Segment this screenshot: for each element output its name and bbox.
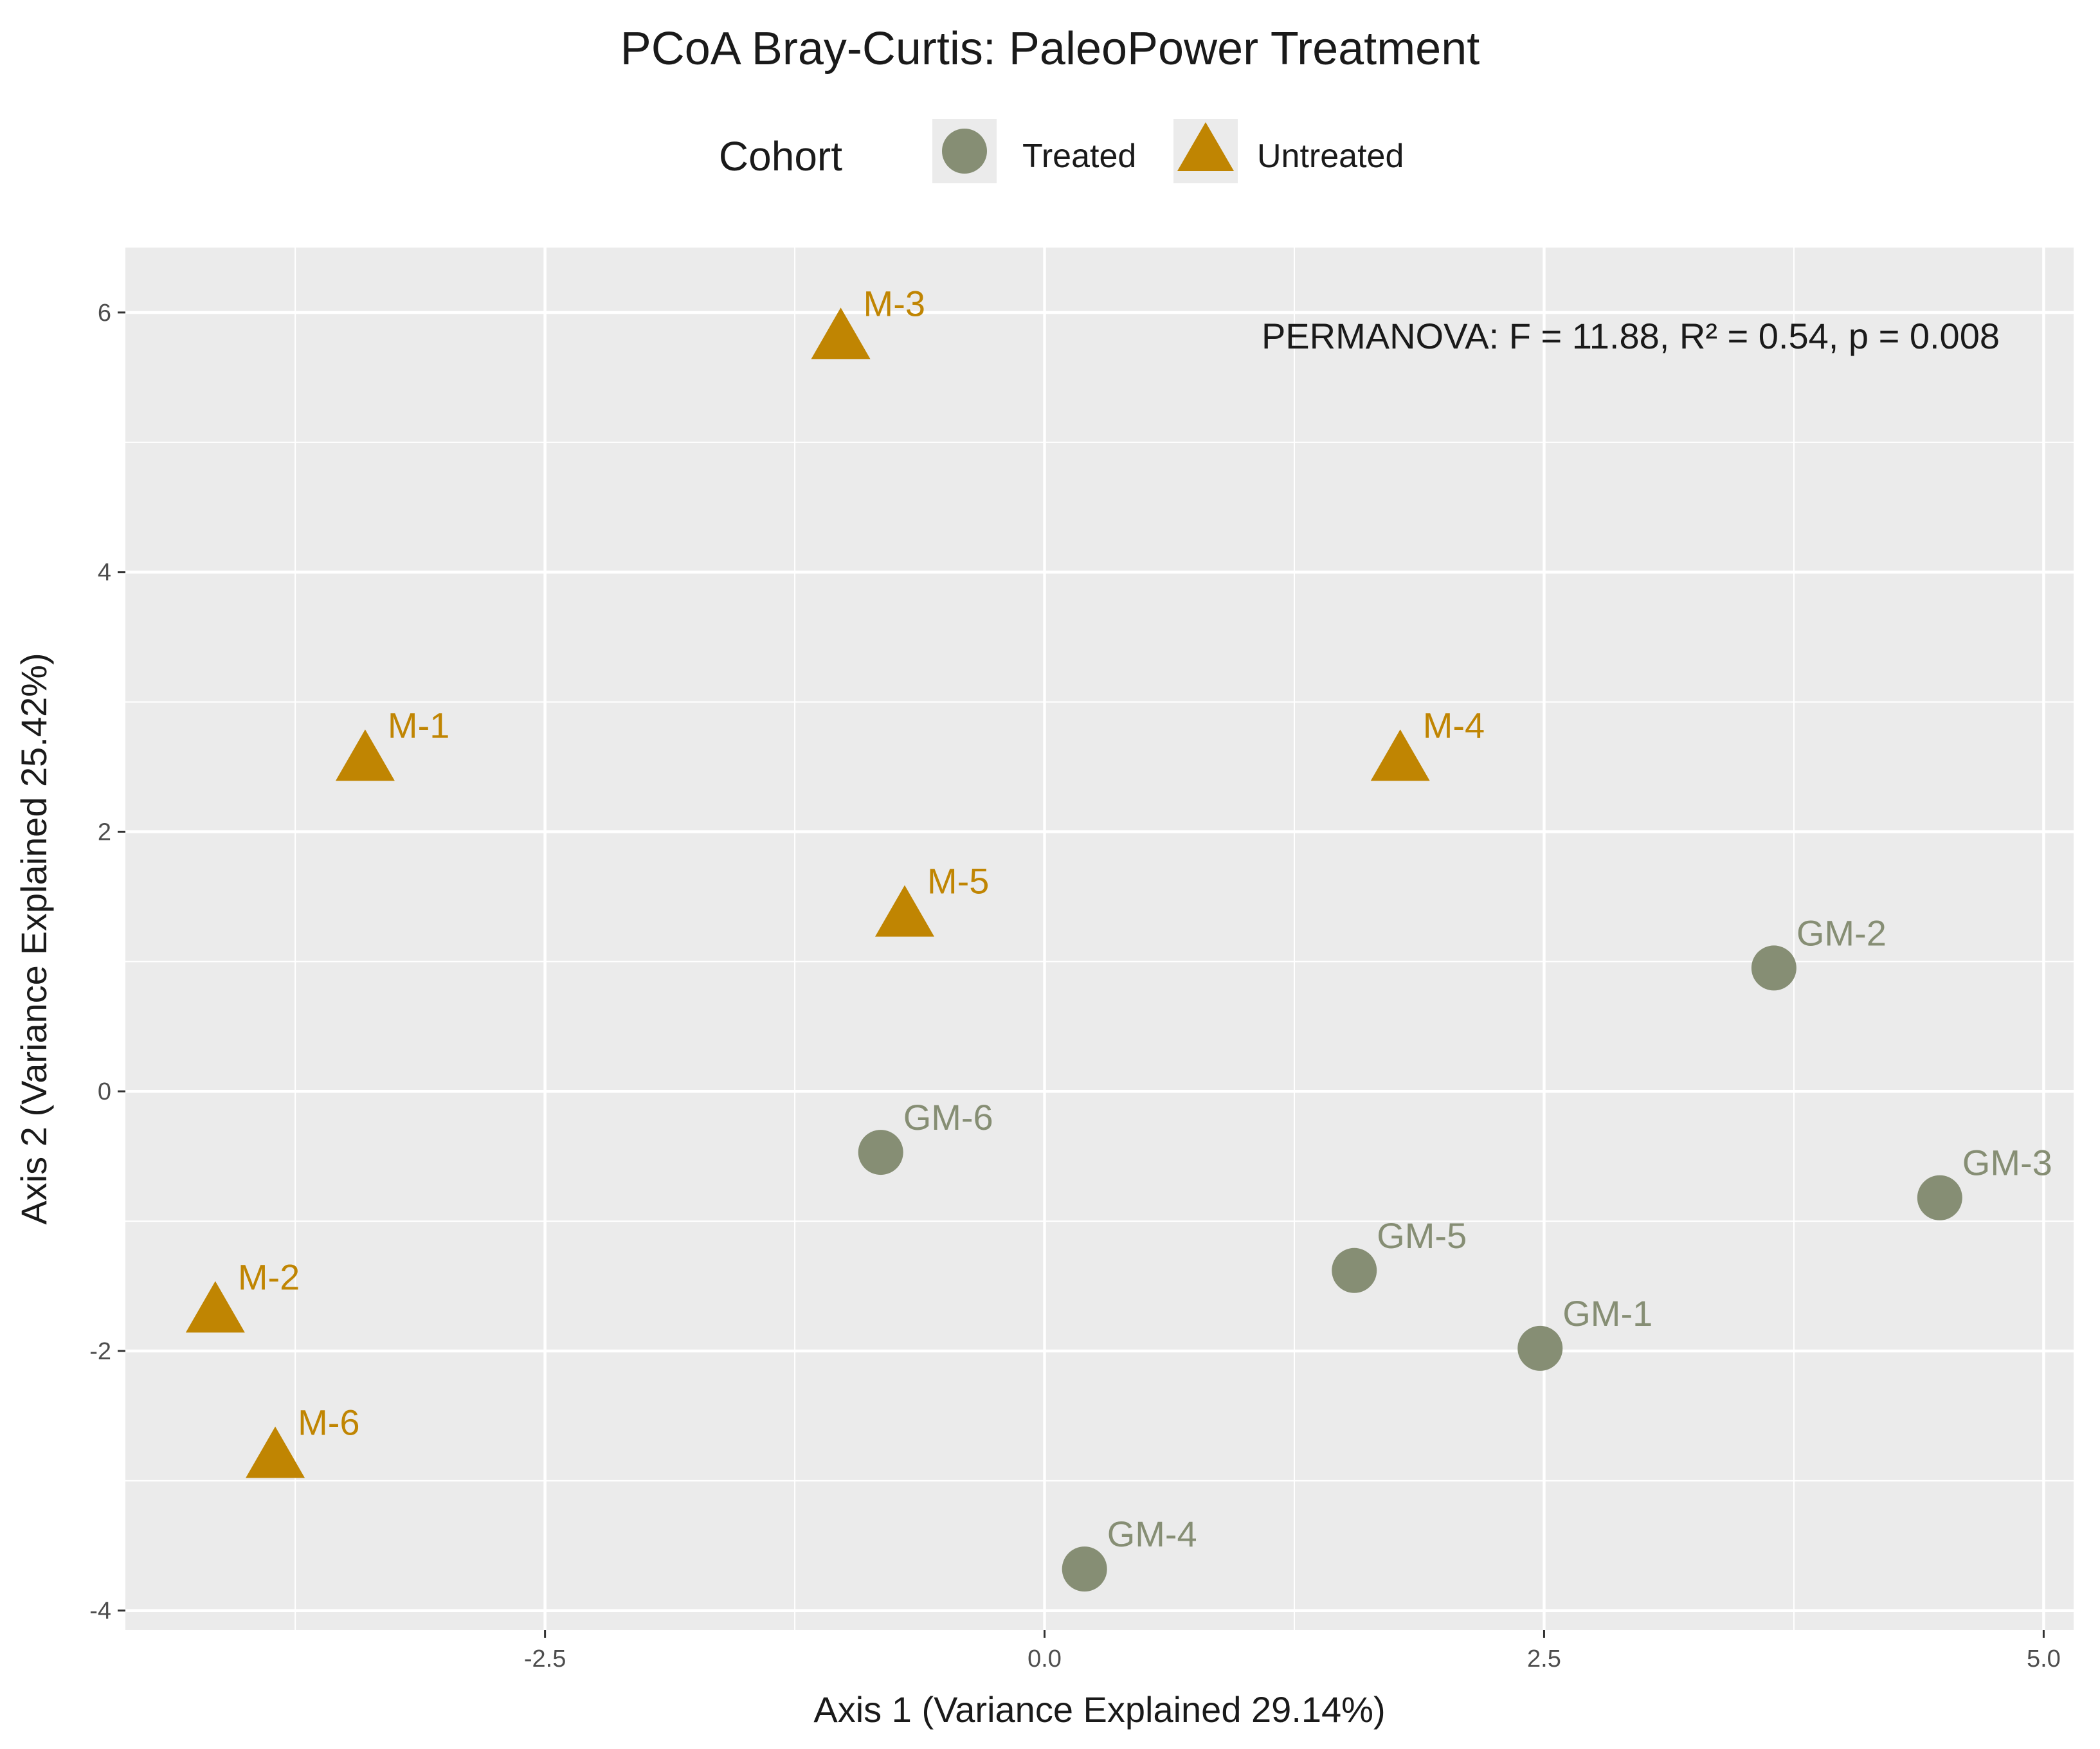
y-tick-label: -4 <box>89 1598 111 1625</box>
chart-title: PCoA Bray-Curtis: PaleoPower Treatment <box>620 23 1480 75</box>
point-label-gm-3: GM-3 <box>1962 1143 2052 1183</box>
point-label-gm-2: GM-2 <box>1797 912 1887 953</box>
point-label-m-6: M-6 <box>298 1402 359 1443</box>
point-gm-3 <box>1917 1175 1962 1220</box>
x-tick-label: 0.0 <box>1027 1645 1062 1672</box>
point-label-gm-1: GM-1 <box>1562 1293 1652 1334</box>
data-points: GM-1 GM-2 GM-3 GM-4 GM-5 GM-6 M-1 M-2 M-3 M-4 M-5 M… <box>185 283 2052 1592</box>
x-axis-label: Axis 1 (Variance Explained 29.14%) <box>813 1689 1385 1730</box>
x-tick-label: -2.5 <box>524 1645 566 1672</box>
y-axis-label: Axis 2 (Variance Explained 25.42%) <box>14 653 54 1224</box>
point-gm-4 <box>1062 1546 1107 1592</box>
point-m-6 <box>246 1426 305 1478</box>
y-tick-label: -2 <box>89 1338 111 1365</box>
legend-title: Cohort <box>719 133 842 179</box>
legend-key-untreated <box>1177 122 1234 171</box>
grid-lines <box>125 248 2074 1630</box>
permanova-annotation: PERMANOVA: F = 11.88, R² = 0.54, p = 0.0… <box>1262 316 2000 356</box>
point-m-4 <box>1370 729 1430 781</box>
point-gm-1 <box>1517 1325 1563 1371</box>
legend-label-treated: Treated <box>1022 138 1136 175</box>
point-label-m-3: M-3 <box>864 283 925 323</box>
y-tick-label: 4 <box>98 559 111 586</box>
point-label-gm-5: GM-5 <box>1377 1215 1467 1256</box>
point-label-gm-4: GM-4 <box>1107 1514 1197 1554</box>
point-label-m-5: M-5 <box>927 861 989 902</box>
point-m-5 <box>875 885 934 937</box>
legend-key-treated <box>942 129 987 174</box>
point-label-gm-6: GM-6 <box>903 1097 993 1137</box>
point-label-m-2: M-2 <box>238 1256 300 1297</box>
y-tick-label: 2 <box>98 819 111 846</box>
y-tick-label: 6 <box>98 300 111 327</box>
legend: Cohort Treated Untreated <box>719 119 1404 183</box>
point-label-m-4: M-4 <box>1423 705 1485 745</box>
point-gm-6 <box>858 1130 903 1175</box>
y-tick-label: 0 <box>98 1078 111 1105</box>
point-label-m-1: M-1 <box>388 705 449 745</box>
x-tick-label: 5.0 <box>2027 1645 2061 1672</box>
point-m-2 <box>185 1281 245 1333</box>
panel-background <box>125 248 2074 1630</box>
legend-label-untreated: Untreated <box>1257 138 1404 175</box>
point-gm-2 <box>1751 945 1797 991</box>
axes: -2.5 0.0 2.5 5.0 -4 -2 0 2 4 6 <box>89 300 2061 1672</box>
point-gm-5 <box>1332 1247 1377 1293</box>
x-tick-label: 2.5 <box>1527 1645 1561 1672</box>
point-m-3 <box>811 307 871 359</box>
point-m-1 <box>335 729 395 781</box>
